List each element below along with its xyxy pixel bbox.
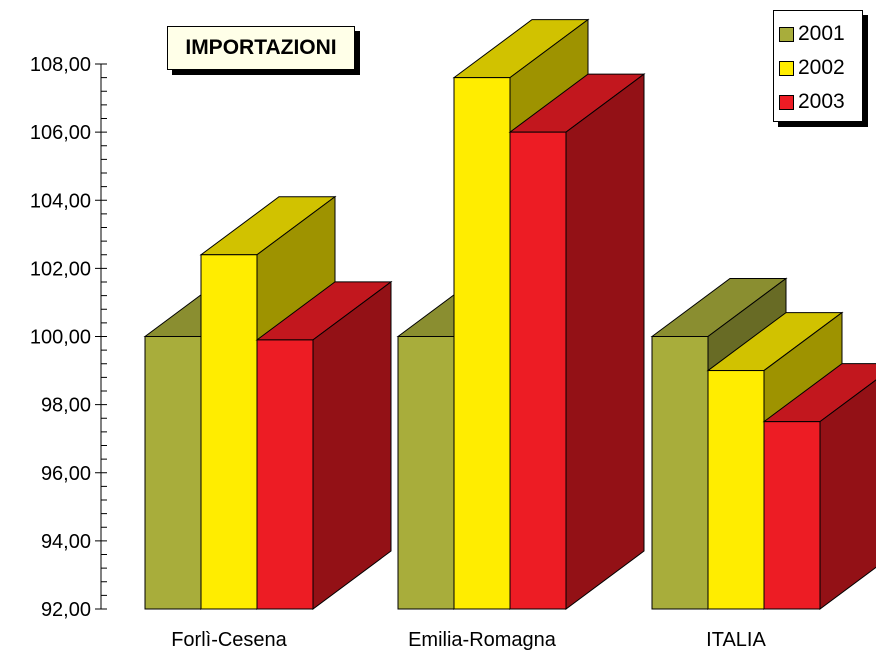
bars-group (143, 18, 876, 610)
y-tick-label: 98,00 (41, 395, 91, 417)
y-tick-label: 102,00 (30, 258, 91, 280)
y-tick-label: 108,00 (30, 54, 91, 76)
legend-item-2001: 2001 (779, 17, 862, 51)
y-tick-label: 96,00 (41, 463, 91, 485)
legend-label-2003: 2003 (798, 90, 845, 113)
bar-emilia-romagna-2003 (508, 73, 646, 610)
legend-item-2002: 2002 (779, 51, 862, 85)
bar-front-face (144, 336, 202, 610)
y-tick-label: 106,00 (30, 122, 91, 144)
bar-front-face (509, 131, 567, 610)
legend-item-2003: 2003 (779, 85, 862, 119)
legend-swatch-2002 (779, 60, 794, 76)
bar-front-face (256, 339, 314, 610)
x-tick-label-forli-cesena: Forlì-Cesena (171, 629, 287, 651)
legend-swatch-2001 (779, 26, 794, 42)
bar-front-face (763, 421, 821, 610)
bar-side-face (565, 73, 645, 610)
x-tick-label-emilia-romagna: Emilia-Romagna (408, 629, 557, 651)
legend-swatch-2003 (779, 94, 794, 110)
y-tick-label: 94,00 (41, 531, 91, 553)
y-tick-label: 104,00 (30, 190, 91, 212)
bar-front-face (453, 77, 511, 610)
legend: 2001 2002 2003 (773, 10, 863, 122)
legend-label-2001: 2001 (798, 22, 845, 45)
bar-forli-cesena-2003 (255, 280, 393, 610)
x-axis-labels: Forlì-Cesena Emilia-Romagna ITALIA (171, 629, 766, 651)
chart-title-box: IMPORTAZIONI (167, 26, 355, 70)
x-tick-label-italia: ITALIA (706, 629, 766, 651)
y-tick-label: 92,00 (41, 599, 91, 621)
bar-front-face (651, 336, 709, 610)
bar-side-face (312, 280, 392, 610)
legend-label-2002: 2002 (798, 56, 845, 79)
y-tick-label: 100,00 (30, 327, 91, 349)
bar-front-face (397, 336, 455, 610)
bar-front-face (200, 254, 258, 610)
bar-front-face (707, 370, 765, 610)
bar-italia-2003 (762, 363, 876, 610)
y-axis: 92,00 94,00 96,00 98,00 100,00 102,00 104,00 10… (30, 54, 107, 621)
chart-title: IMPORTAZIONI (185, 36, 337, 59)
